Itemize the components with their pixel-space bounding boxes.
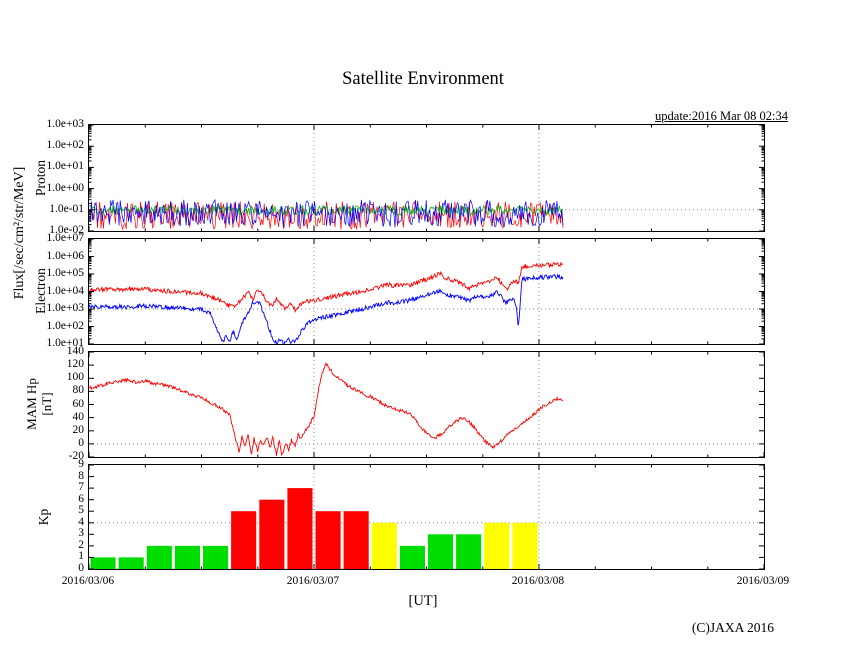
copyright-text: (C)JAXA 2016 [691,620,774,635]
y-tick-label: 1 [78,550,84,563]
y-tick-label: 9 [78,458,84,470]
proton-chart [89,125,764,231]
y-tick-label: 8 [78,469,84,482]
y-tick-label: 100 [66,371,84,384]
y-tick-label: 1.0e+05 [46,267,84,279]
y-tick-label: 7 [78,481,84,494]
y-tick-label: 120 [66,358,84,371]
y-tick-label: 1.0e-02 [49,224,84,236]
y-tick-label: 1.0e+07 [46,232,84,244]
x-tick-label: 2016/03/06 [61,575,115,587]
kp-index-panel [88,464,765,570]
y-tick-label: 1.0e+04 [46,284,84,297]
y-tick-label: 1.0e+03 [46,302,84,314]
y-tick-label: 0 [78,436,84,449]
y-tick-label: 1.0e+02 [46,319,84,332]
y-tick-label: 140 [66,345,84,357]
y-tick-label: 2 [78,538,84,551]
y-tick-label: 1.0e-01 [49,202,84,215]
x-axis-unit-label: [UT] [408,593,438,609]
y-tick-label: 6 [78,492,84,505]
y-tick-label: 1.0e+02 [46,139,84,152]
y-tick-label: 5 [78,504,84,517]
y-tick-label: 1.0e+00 [46,181,84,194]
electron-chart [89,239,764,344]
y-tick-label: 80 [72,384,85,397]
y-tick-label: -20 [68,450,84,462]
y-tick-label: 3 [78,527,84,540]
electron-flux-panel [88,238,765,345]
x-tick-label: 2016/03/09 [736,575,790,587]
y-tick-label: 4 [78,515,84,528]
y-tick-label: 1.0e+01 [46,160,84,173]
proton-flux-panel [88,124,765,232]
y-tick-label: 20 [72,423,85,436]
update-timestamp: update:2016 Mar 08 02:34 [655,109,788,123]
page-title: Satellite Environment [342,69,504,89]
y-tick-label: 1.0e+06 [46,249,84,262]
kp-chart [89,465,764,569]
y-tick-label: 0 [78,562,84,574]
y-tick-label: 1.0e+01 [46,337,84,349]
y-tick-label: 40 [72,410,85,423]
hp-chart [89,352,764,457]
x-tick-label: 2016/03/08 [511,575,565,587]
magnetic-field-hp-panel [88,351,765,458]
y-tick-label: 60 [72,397,85,410]
y-tick-label: 1.0e+03 [46,118,84,130]
x-tick-label: 2016/03/07 [286,575,340,587]
